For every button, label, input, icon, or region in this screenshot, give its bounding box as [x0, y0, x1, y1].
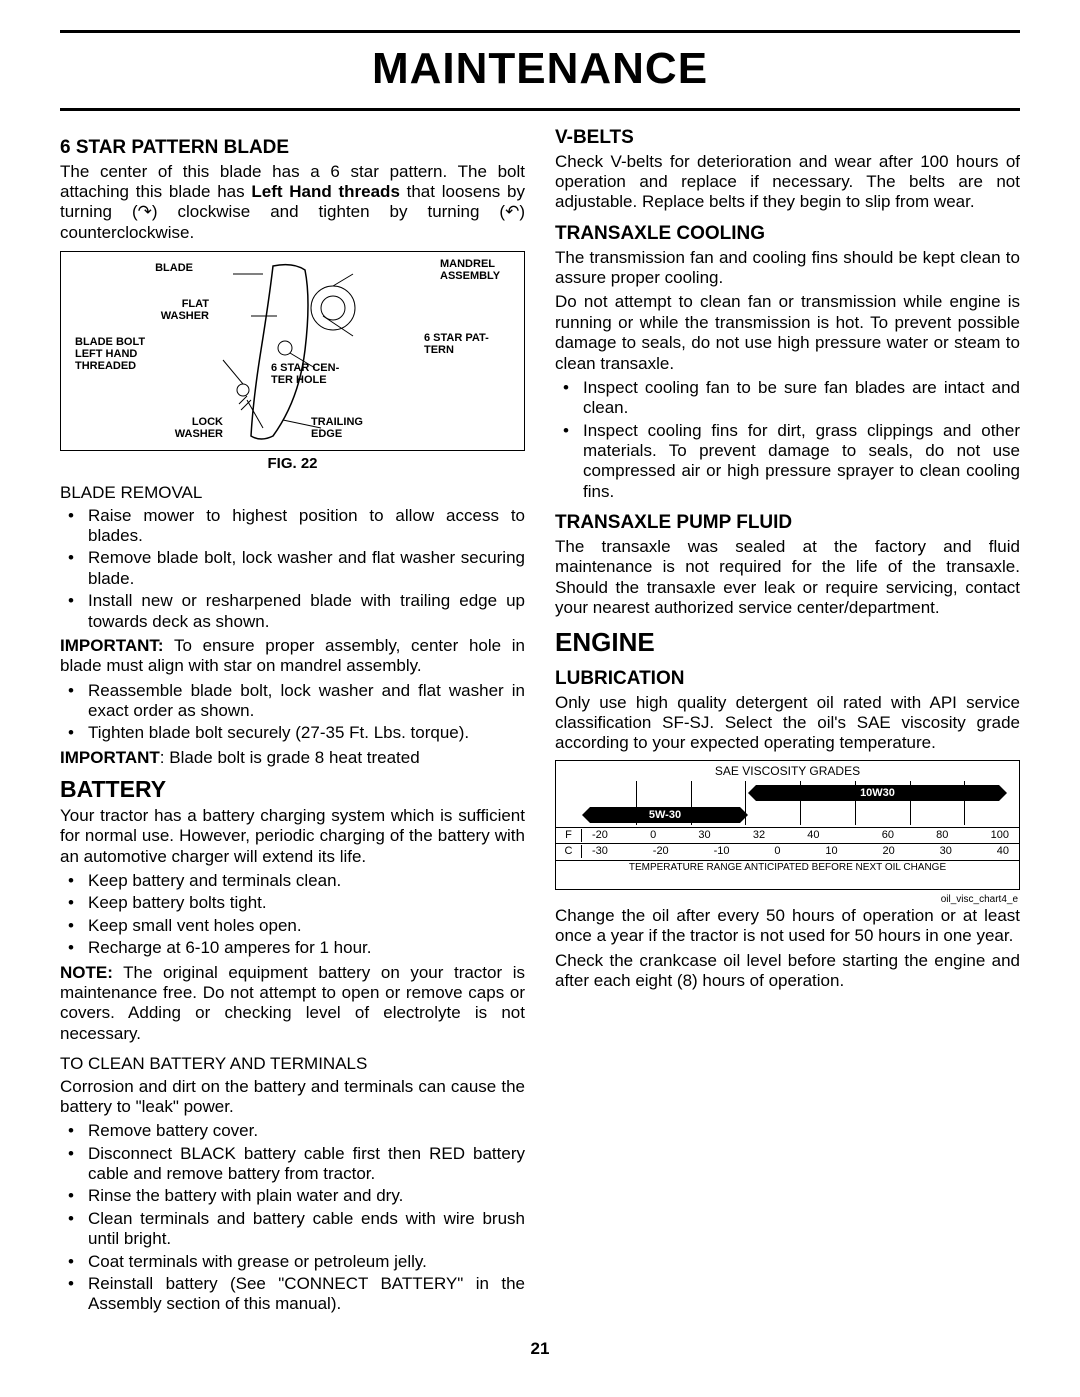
tick: -10 — [714, 845, 730, 858]
f-axis: F -20 0 30 32 40 60 80 100 — [556, 827, 1019, 843]
tick: 30 — [940, 845, 952, 858]
tick: -20 — [653, 845, 669, 858]
cooling-p2: Do not attempt to clean fan or transmiss… — [555, 292, 1020, 374]
tick: 0 — [774, 845, 780, 858]
label-mandrel: MANDREL ASSEMBLY — [440, 258, 510, 282]
right-column: V-BELTS Check V-belts for deterioration … — [555, 127, 1020, 1319]
label-bolt: BLADE BOLT LEFT HAND THREADED — [75, 336, 161, 372]
f-ticks: -20 0 30 32 40 60 80 100 — [582, 829, 1019, 842]
tick: 32 — [753, 829, 765, 842]
label-star-pattern: 6 STAR PAT-TERN — [424, 332, 510, 356]
clean-battery-intro: Corrosion and dirt on the battery and te… — [60, 1077, 525, 1118]
blade-important-2: IMPORTANT: Blade bolt is grade 8 heat tr… — [60, 748, 525, 768]
blade-important-1: IMPORTANT: To ensure proper assembly, ce… — [60, 636, 525, 677]
important-text: : Blade bolt is grade 8 heat treated — [160, 748, 420, 767]
list-item: Disconnect BLACK battery cable first the… — [88, 1144, 525, 1185]
clean-battery-head: TO CLEAN BATTERY AND TERMINALS — [60, 1054, 525, 1074]
label-blade: BLADE — [133, 262, 193, 274]
viscosity-chart: SAE VISCOSITY GRADES 10W30 5W-30 F -20 0… — [555, 760, 1020, 890]
battery-list: Keep battery and terminals clean. Keep b… — [60, 871, 525, 959]
note-label: NOTE: — [60, 963, 113, 982]
left-column: 6 STAR PATTERN BLADE The center of this … — [60, 127, 525, 1319]
pump-text: The transaxle was sealed at the factory … — [555, 537, 1020, 619]
battery-note: NOTE: The original equipment battery on … — [60, 963, 525, 1045]
list-item: Rinse the battery with plain water and d… — [88, 1186, 525, 1206]
label-flat-washer: FLAT WASHER — [153, 298, 209, 322]
list-item: Reassemble blade bolt, lock washer and f… — [88, 681, 525, 722]
list-item: Keep battery and terminals clean. — [88, 871, 525, 891]
c-ticks: -30 -20 -10 0 10 20 30 40 — [582, 845, 1019, 858]
lubrication-p2: Check the crankcase oil level before sta… — [555, 951, 1020, 992]
tick: 10 — [825, 845, 837, 858]
list-item: Inspect cooling fins for dirt, grass cli… — [583, 421, 1020, 503]
list-item: Clean terminals and battery cable ends w… — [88, 1209, 525, 1250]
lubrication-p1: Change the oil after every 50 hours of o… — [555, 906, 1020, 947]
list-item: Tighten blade bolt securely (27-35 Ft. L… — [88, 723, 525, 743]
content-columns: 6 STAR PATTERN BLADE The center of this … — [60, 127, 1020, 1319]
lubrication-heading: LUBRICATION — [555, 668, 1020, 691]
blade-reassemble-list: Reassemble blade bolt, lock washer and f… — [60, 681, 525, 744]
title-under-rule — [60, 108, 1020, 111]
blade-heading: 6 STAR PATTERN BLADE — [60, 137, 525, 160]
label-center-hole: 6 STAR CEN-TER HOLE — [271, 362, 353, 386]
tick: 0 — [650, 829, 656, 842]
tick: 40 — [807, 829, 819, 842]
blade-removal-head: BLADE REMOVAL — [60, 483, 525, 503]
label-lock-washer: LOCK WASHER — [165, 416, 223, 440]
vbelts-heading: V-BELTS — [555, 127, 1020, 150]
chart-credit: oil_visc_chart4_e — [555, 894, 1020, 906]
list-item: Remove blade bolt, lock washer and flat … — [88, 548, 525, 589]
important-label: IMPORTANT: — [60, 636, 164, 655]
list-item: Reinstall battery (See "CONNECT BATTERY"… — [88, 1274, 525, 1315]
chart-caption: TEMPERATURE RANGE ANTICIPATED BEFORE NEX… — [556, 860, 1019, 875]
clean-battery-list: Remove battery cover. Disconnect BLACK b… — [60, 1121, 525, 1315]
list-item: Remove battery cover. — [88, 1121, 525, 1141]
page-title: MAINTENANCE — [60, 33, 1020, 108]
blade-intro-bold: Left Hand threads — [251, 182, 400, 201]
chart-title: SAE VISCOSITY GRADES — [556, 761, 1019, 778]
c-axis: C -30 -20 -10 0 10 20 30 40 — [556, 843, 1019, 859]
unit-f: F — [556, 829, 582, 842]
label-trailing: TRAILING EDGE — [311, 416, 381, 440]
tick: 30 — [698, 829, 710, 842]
figure-22: BLADE MANDREL ASSEMBLY FLAT WASHER BLADE… — [60, 251, 525, 451]
bar-10w30: 10W30 — [756, 785, 999, 801]
battery-heading: BATTERY — [60, 776, 525, 804]
pump-heading: TRANSAXLE PUMP FLUID — [555, 512, 1020, 535]
list-item: Keep battery bolts tight. — [88, 893, 525, 913]
tick: 60 — [882, 829, 894, 842]
list-item: Inspect cooling fan to be sure fan blade… — [583, 378, 1020, 419]
tick: -30 — [592, 845, 608, 858]
figure-caption: FIG. 22 — [60, 455, 525, 473]
vbelts-text: Check V-belts for deterioration and wear… — [555, 152, 1020, 213]
list-item: Recharge at 6-10 amperes for 1 hour. — [88, 938, 525, 958]
tick: 40 — [997, 845, 1009, 858]
list-item: Keep small vent holes open. — [88, 916, 525, 936]
list-item: Install new or resharpened blade with tr… — [88, 591, 525, 632]
cooling-heading: TRANSAXLE COOLING — [555, 223, 1020, 246]
tick: 100 — [991, 829, 1009, 842]
bar-5w30: 5W-30 — [590, 807, 740, 823]
cooling-list: Inspect cooling fan to be sure fan blade… — [555, 378, 1020, 502]
tick: -20 — [592, 829, 608, 842]
tick: 80 — [936, 829, 948, 842]
battery-intro: Your tractor has a battery charging syst… — [60, 806, 525, 867]
cooling-p1: The transmission fan and cooling fins sh… — [555, 248, 1020, 289]
blade-removal-list: Raise mower to highest position to allow… — [60, 506, 525, 632]
important-label: IMPORTANT — [60, 748, 160, 767]
list-item: Coat terminals with grease or petroleum … — [88, 1252, 525, 1272]
list-item: Raise mower to highest position to allow… — [88, 506, 525, 547]
note-text: The original equipment battery on your t… — [60, 963, 525, 1043]
blade-intro: The center of this blade has a 6 star pa… — [60, 162, 525, 244]
unit-c: C — [556, 845, 582, 858]
tick: 20 — [882, 845, 894, 858]
lubrication-intro: Only use high quality detergent oil rate… — [555, 693, 1020, 754]
page-number: 21 — [60, 1339, 1020, 1359]
engine-heading: ENGINE — [555, 627, 1020, 658]
